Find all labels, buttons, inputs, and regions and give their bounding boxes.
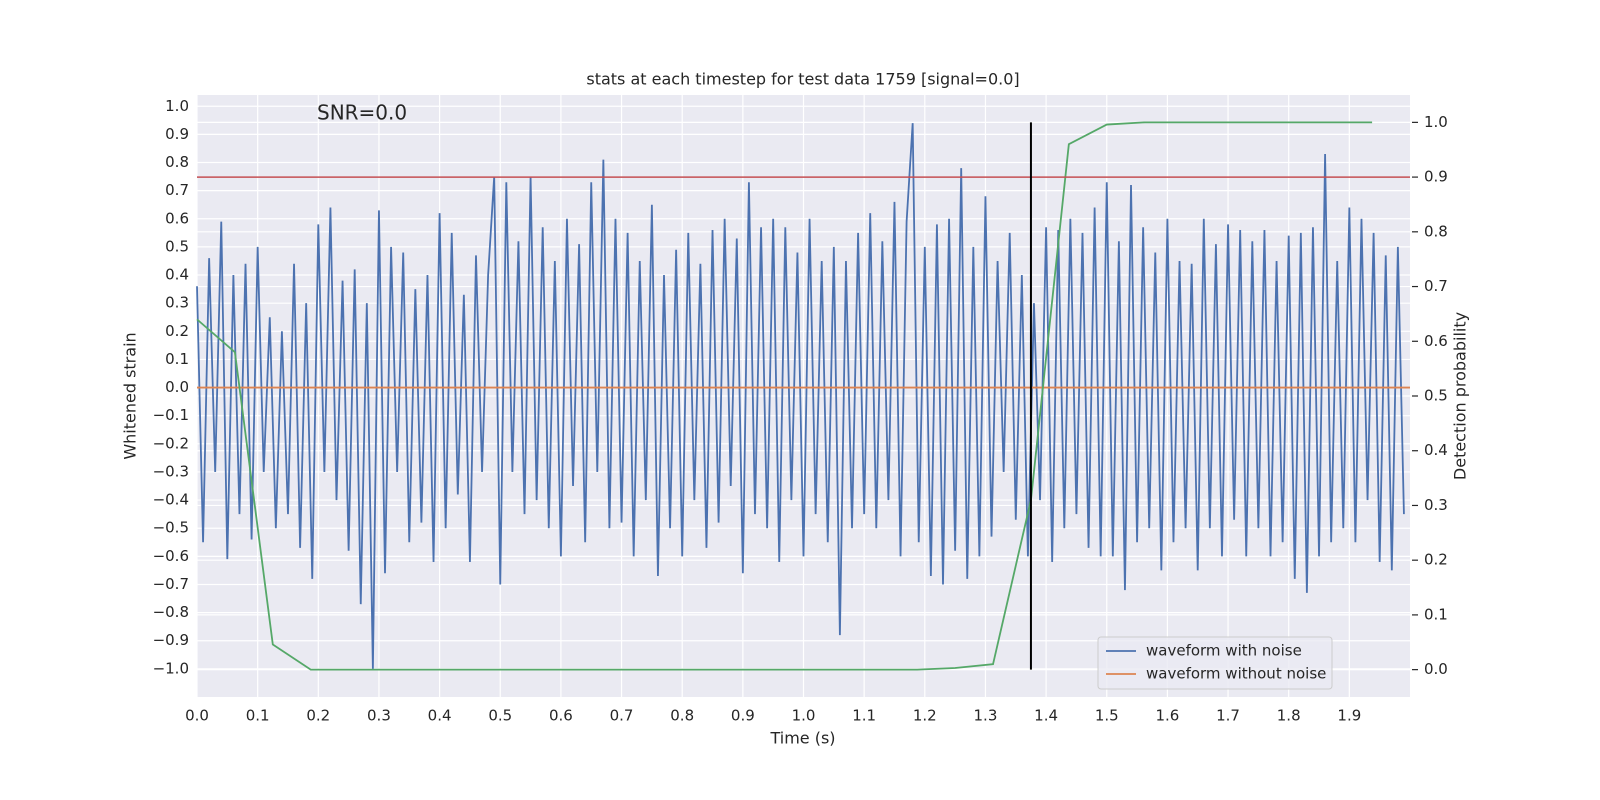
y2-tick-label: 0.1 [1424, 605, 1448, 623]
legend-label: waveform with noise [1146, 642, 1302, 660]
y-tick-label: −0.4 [153, 491, 189, 509]
x-tick-label: 1.4 [1034, 707, 1058, 725]
y2-tick-label: 0.5 [1424, 387, 1448, 405]
series-line [196, 121, 1373, 671]
y2-tick-label: 0.0 [1424, 660, 1448, 678]
x-tick-label: 1.9 [1337, 707, 1361, 725]
legend-box [1097, 636, 1333, 690]
x-tick-label: 1.6 [1155, 707, 1179, 725]
y2-tick-label: 0.3 [1424, 496, 1448, 514]
x-tick-label: 0.8 [670, 707, 694, 725]
y2-tick-label: 0.4 [1424, 441, 1448, 459]
y-tick-label: −0.9 [153, 631, 189, 649]
x-tick-label: 1.3 [974, 707, 998, 725]
y-tick-label: 0.0 [165, 378, 189, 396]
x-tick-label: 1.7 [1216, 707, 1240, 725]
x-tick-label: 0.6 [549, 707, 573, 725]
annotation: SNR=0.0 [317, 101, 407, 125]
x-tick-label: 0.4 [428, 707, 452, 725]
x-axis-label: Time (s) [769, 729, 835, 748]
x-tick-label: 0.5 [488, 707, 512, 725]
x-tick-label: 1.2 [913, 707, 937, 725]
y-tick-label: 0.5 [165, 237, 189, 255]
chart-title: stats at each timestep for test data 175… [586, 70, 1019, 89]
y-tick-label: −0.2 [153, 434, 189, 452]
legend-label: waveform without noise [1146, 665, 1326, 683]
y-tick-label: −0.6 [153, 547, 189, 565]
y2-tick-label: 1.0 [1424, 113, 1448, 131]
y-tick-label: 0.1 [165, 350, 189, 368]
x-tick-label: 0.9 [731, 707, 755, 725]
y-tick-label: −1.0 [153, 659, 189, 677]
x-tick-label: 1.5 [1095, 707, 1119, 725]
x-tick-label: 0.1 [246, 707, 270, 725]
y-tick-label: 0.4 [165, 266, 189, 284]
x-tick-label: 0.7 [610, 707, 634, 725]
y-tick-label: −0.3 [153, 462, 189, 480]
x-tick-label: 0.3 [367, 707, 391, 725]
x-tick-label: 1.0 [792, 707, 816, 725]
y-tick-label: 0.9 [165, 125, 189, 143]
series-line [196, 123, 1405, 669]
x-tick-label: 0.2 [306, 707, 330, 725]
y2-tick-label: 0.7 [1424, 277, 1448, 295]
y2-tick-label: 0.2 [1424, 551, 1448, 569]
y2-axis-label: Detection probability [1451, 312, 1470, 480]
x-tick-label: 0.0 [185, 707, 209, 725]
y-tick-label: 0.7 [165, 181, 189, 199]
y2-tick-label: 0.9 [1424, 168, 1448, 186]
y2-tick-label: 0.8 [1424, 222, 1448, 240]
y-tick-label: 0.2 [165, 322, 189, 340]
x-tick-label: 1.8 [1277, 707, 1301, 725]
y-tick-label: 0.6 [165, 209, 189, 227]
x-tick-label: 1.1 [852, 707, 876, 725]
y-tick-label: 1.0 [165, 97, 189, 115]
y-tick-label: 0.8 [165, 153, 189, 171]
y2-tick-label: 0.6 [1424, 332, 1448, 350]
y-tick-label: 0.3 [165, 294, 189, 312]
y-tick-label: −0.8 [153, 603, 189, 621]
y-tick-label: −0.1 [153, 406, 189, 424]
y-tick-label: −0.5 [153, 519, 189, 537]
y-tick-label: −0.7 [153, 575, 189, 593]
y-axis-label: Whitened strain [121, 332, 140, 459]
